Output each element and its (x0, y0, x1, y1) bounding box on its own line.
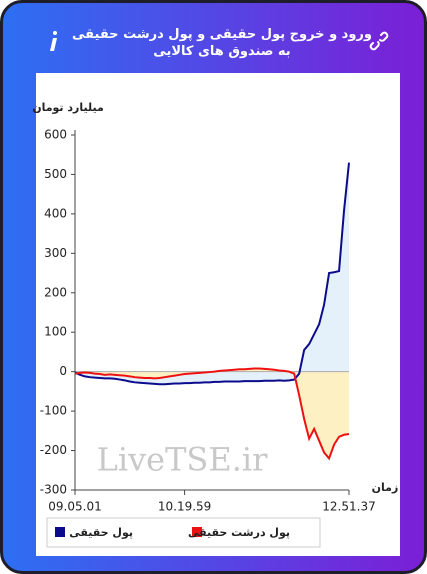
x-tick-label: 12.51.37 (322, 500, 375, 514)
legend-marker (192, 527, 202, 537)
series-line (74, 367, 350, 461)
y-tick-label: 500 (44, 167, 67, 181)
legend-marker (55, 527, 65, 537)
watermark: LiveTSE.ir (97, 441, 269, 479)
legend-label[interactable]: پول حقیقی (69, 526, 133, 539)
series-line (74, 162, 350, 386)
x-tick-label: 09.05.01 (48, 500, 101, 514)
x-tick-label: 10.19.59 (158, 500, 211, 514)
y-tick-label: -300 (40, 483, 67, 497)
area (75, 368, 349, 459)
legend-box (46, 517, 321, 548)
y-tick-label: 300 (44, 246, 67, 260)
y-tick-label: -100 (40, 404, 67, 418)
area (75, 162, 349, 385)
card-title: ورود و خروج پول حقیقی و پول درشت حقیقی ب… (72, 27, 372, 59)
y-tick-label: 200 (44, 285, 67, 299)
y-tick-label: -200 (40, 443, 67, 457)
y-axis-label: میلیارد تومان (32, 101, 104, 114)
info-icon[interactable] (43, 27, 63, 57)
x-axis-label: زمان (372, 481, 399, 494)
y-tick-label: 400 (44, 206, 67, 220)
y-tick-label: 100 (44, 325, 67, 339)
link-icon[interactable] (365, 27, 395, 57)
legend-label[interactable]: پول درشت حقیقی (188, 526, 290, 539)
y-tick-label: 0 (59, 364, 67, 378)
y-tick-label: 600 (44, 128, 67, 142)
